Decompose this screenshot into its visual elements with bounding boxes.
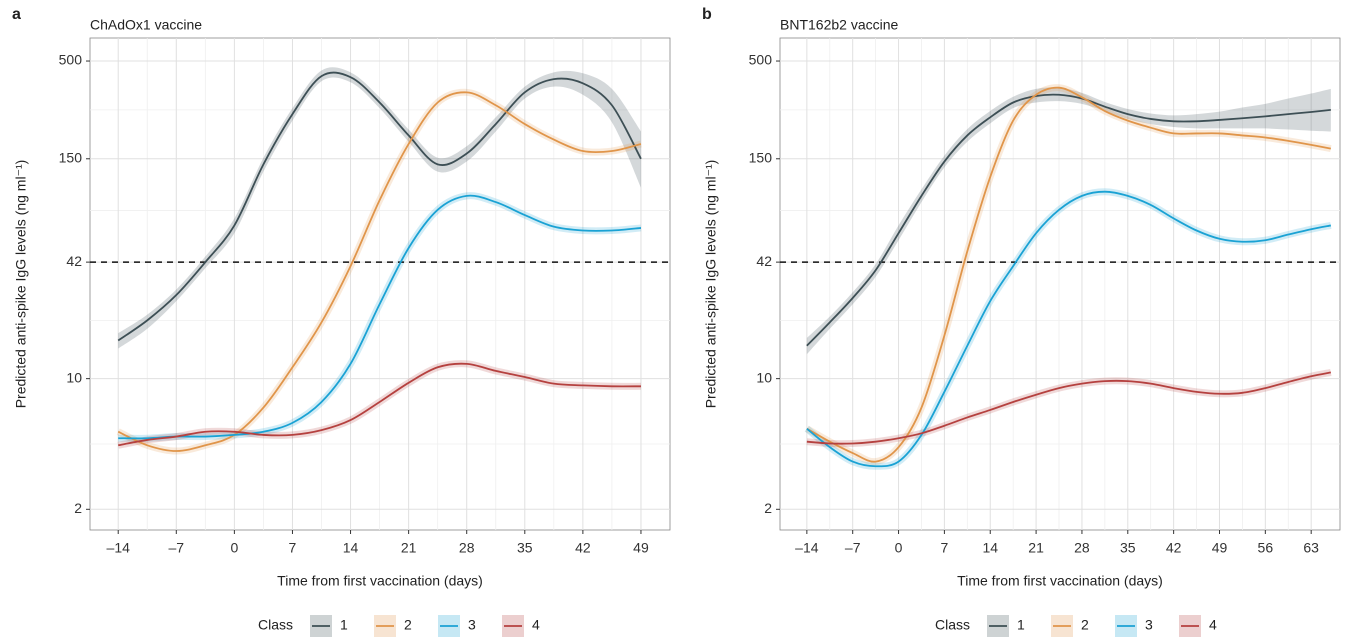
x-tick-label: 0 <box>895 540 903 556</box>
panel-letter: a <box>12 6 21 23</box>
legend-title: Class <box>935 617 970 633</box>
x-tick-label: 42 <box>575 540 591 556</box>
x-tick-label: 14 <box>343 540 359 556</box>
series-line <box>806 190 1332 468</box>
legend-label: 3 <box>1145 617 1153 633</box>
x-tick-label: 0 <box>230 540 238 556</box>
panel-title: BNT162b2 vaccine <box>780 17 899 33</box>
y-tick-label: 10 <box>66 369 82 385</box>
x-tick-label: 35 <box>517 540 533 556</box>
panel-letter: b <box>702 6 712 23</box>
x-tick-label: –7 <box>845 540 861 556</box>
series-line <box>806 371 1332 445</box>
x-axis-label: Time from first vaccination (days) <box>277 573 483 589</box>
panel-title: ChAdOx1 vaccine <box>90 17 202 33</box>
x-tick-label: 63 <box>1303 540 1319 556</box>
x-tick-label: 21 <box>401 540 417 556</box>
panel: –14 –7 0 7 14 21 28 35 42 49 56 6321042150500bBNT16… <box>702 6 1341 637</box>
legend-label: 4 <box>532 617 540 633</box>
x-tick-label: 42 <box>1166 540 1182 556</box>
y-axis-label: Predicted anti-spike IgG levels (ng ml⁻¹… <box>13 160 29 409</box>
series-line <box>118 194 642 440</box>
legend-label: 2 <box>1081 617 1089 633</box>
y-tick-label: 2 <box>74 500 82 516</box>
y-tick-label: 10 <box>756 369 772 385</box>
y-tick-label: 500 <box>59 52 83 68</box>
y-tick-label: 150 <box>749 149 773 165</box>
y-tick-label: 42 <box>756 253 772 269</box>
legend-label: 2 <box>404 617 412 633</box>
x-tick-label: 28 <box>1074 540 1090 556</box>
y-tick-label: 42 <box>66 253 82 269</box>
y-tick-label: 500 <box>749 52 773 68</box>
x-tick-label: –14 <box>795 540 819 556</box>
legend-label: 3 <box>468 617 476 633</box>
x-tick-label: –7 <box>169 540 185 556</box>
x-tick-label: 14 <box>982 540 998 556</box>
legend-label: 1 <box>1017 617 1025 633</box>
plot-area <box>779 37 1341 531</box>
y-tick-label: 150 <box>59 149 83 165</box>
y-axis-label: Predicted anti-spike IgG levels (ng ml⁻¹… <box>703 160 719 409</box>
series-line <box>806 93 1331 347</box>
legend-title: Class <box>258 617 293 633</box>
x-tick-label: 56 <box>1258 540 1274 556</box>
series-line <box>117 71 642 342</box>
series-line <box>806 86 1331 463</box>
x-tick-label: 35 <box>1120 540 1136 556</box>
legend-label: 4 <box>1209 617 1217 633</box>
confidence-band <box>118 67 641 349</box>
series-line <box>118 362 641 447</box>
x-tick-label: 49 <box>633 540 649 556</box>
series-line <box>117 91 642 452</box>
legend-label: 1 <box>340 617 348 633</box>
x-tick-label: 28 <box>459 540 475 556</box>
confidence-band <box>806 87 1331 355</box>
x-tick-label: 21 <box>1028 540 1044 556</box>
x-axis-label: Time from first vaccination (days) <box>957 573 1163 589</box>
x-tick-label: 49 <box>1212 540 1228 556</box>
x-tick-label: –14 <box>107 540 131 556</box>
x-tick-label: 7 <box>940 540 948 556</box>
y-tick-label: 2 <box>764 500 772 516</box>
x-tick-label: 7 <box>289 540 297 556</box>
